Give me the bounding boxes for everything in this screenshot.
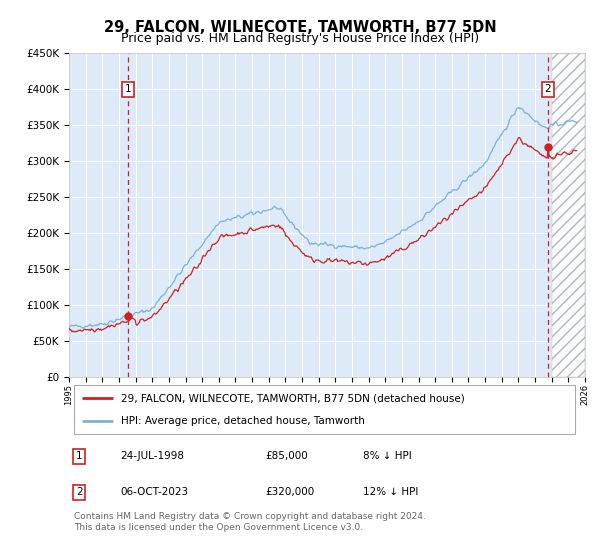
Text: £85,000: £85,000 (265, 451, 308, 461)
Text: 06-OCT-2023: 06-OCT-2023 (121, 487, 189, 497)
Text: 12% ↓ HPI: 12% ↓ HPI (363, 487, 418, 497)
Text: Contains HM Land Registry data © Crown copyright and database right 2024.
This d: Contains HM Land Registry data © Crown c… (74, 512, 426, 532)
Text: Price paid vs. HM Land Registry's House Price Index (HPI): Price paid vs. HM Land Registry's House … (121, 32, 479, 45)
Bar (552, 53, 585, 377)
Text: 24-JUL-1998: 24-JUL-1998 (121, 451, 185, 461)
Text: 2: 2 (76, 487, 83, 497)
Text: 8% ↓ HPI: 8% ↓ HPI (363, 451, 412, 461)
Text: 29, FALCON, WILNECOTE, TAMWORTH, B77 5DN: 29, FALCON, WILNECOTE, TAMWORTH, B77 5DN (104, 20, 496, 35)
Text: 2: 2 (544, 84, 551, 94)
Text: 1: 1 (76, 451, 83, 461)
Text: 29, FALCON, WILNECOTE, TAMWORTH, B77 5DN (detached house): 29, FALCON, WILNECOTE, TAMWORTH, B77 5DN… (121, 393, 464, 403)
FancyBboxPatch shape (74, 385, 575, 434)
Text: HPI: Average price, detached house, Tamworth: HPI: Average price, detached house, Tamw… (121, 417, 364, 427)
Text: £320,000: £320,000 (265, 487, 314, 497)
Text: 1: 1 (125, 84, 131, 94)
